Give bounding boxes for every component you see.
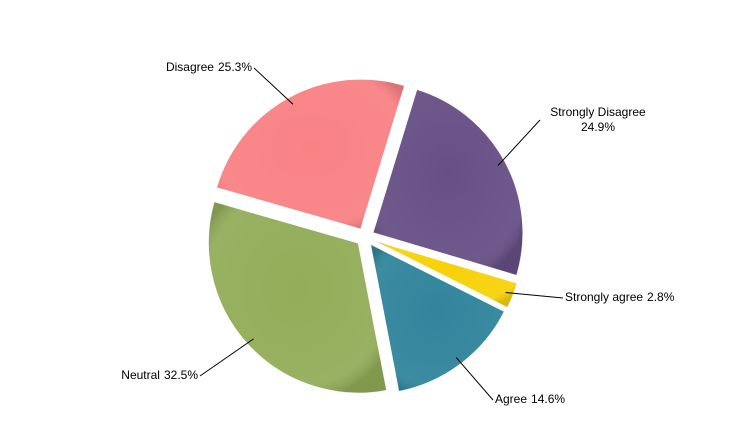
data-label: Neutral 32.5% [121,368,198,382]
data-label: Strongly Disagree 24.9% [550,105,646,134]
label-value: 24.9% [581,120,615,134]
label-category: Strongly Disagree [550,105,646,119]
slice-shade [370,244,505,392]
label-value: 14.6% [531,392,565,406]
slice-shade [373,240,518,308]
label-category: Disagree [166,60,214,74]
label-category: Neutral [121,368,160,382]
label-category: Strongly agree [565,290,643,304]
label-value: 32.5% [164,368,198,382]
leader-line [253,67,294,105]
leader-line [497,119,541,166]
label-value: 2.8% [647,290,675,304]
label-category: Agree [495,392,527,406]
leader-line [199,338,254,377]
label-value: 25.3% [218,60,252,74]
slice-shade [208,201,387,394]
slice-shade [372,89,523,276]
data-label: Strongly agree 2.8% [565,290,675,304]
data-label: Agree 14.6% [495,392,565,406]
data-label: Disagree 25.3% [166,60,252,74]
slice-shade [216,79,405,230]
leader-line [455,357,494,401]
leader-line [505,292,564,299]
